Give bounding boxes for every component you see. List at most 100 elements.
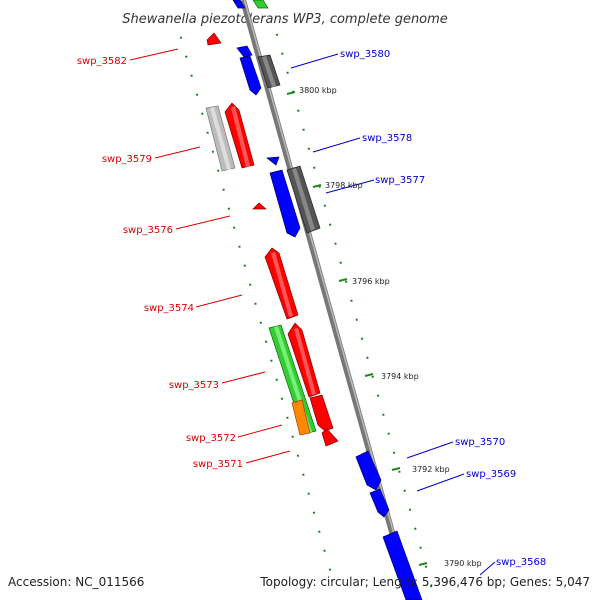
tick-mark-reverse <box>270 359 273 362</box>
gene-label-swp-3579[interactable]: swp_3579 <box>102 154 152 165</box>
tick-mark-reverse <box>254 302 257 305</box>
tick-mark-reverse <box>259 321 263 324</box>
tick-mark-forward <box>281 52 284 55</box>
tick-mark-forward <box>297 109 300 112</box>
tick-mark-forward <box>366 356 369 359</box>
tick-mark-forward <box>387 432 390 435</box>
gene-label-swp-3577[interactable]: swp_3577 <box>375 175 425 186</box>
gene-block-swp-3576[interactable] <box>252 202 267 210</box>
tick-mark-forward <box>430 584 433 587</box>
tick-mark-forward <box>302 128 305 131</box>
kbp-label-3790: 3790 kbp <box>444 559 482 568</box>
tick-mark-reverse <box>286 416 289 419</box>
tick-mark-reverse <box>323 549 326 552</box>
gene-label-swp-3582[interactable]: swp_3582 <box>77 56 127 67</box>
tick-mark-reverse <box>179 36 183 39</box>
gene-block-top-green[interactable] <box>252 0 269 9</box>
gene-block-top-blue[interactable] <box>232 0 246 9</box>
gene-label-swp-3573[interactable]: swp_3573 <box>169 380 219 391</box>
tick-mark-reverse <box>185 55 188 58</box>
gene-block-swp-3572-red[interactable] <box>309 394 334 432</box>
gene-label-swp-3576[interactable]: swp_3576 <box>123 225 173 236</box>
tick-mark-reverse <box>206 131 209 134</box>
tick-mark-reverse <box>264 340 268 343</box>
tick-mark-reverse <box>296 454 300 457</box>
tick-mark-reverse <box>238 245 241 248</box>
gene-label-swp-3569[interactable]: swp_3569 <box>466 469 516 480</box>
tick-mark-reverse <box>307 492 310 495</box>
tick-mark-forward <box>286 71 289 74</box>
gene-label-swp-3570[interactable]: swp_3570 <box>455 437 505 448</box>
kbp-label-3792: 3792 kbp <box>412 465 450 474</box>
tick-mark-forward <box>323 204 327 207</box>
tick-mark-reverse <box>190 74 193 77</box>
tick-mark-reverse <box>211 150 215 153</box>
gene-block-swp-3572-orange[interactable] <box>291 399 311 436</box>
gene-features <box>205 0 423 600</box>
gene-block-swp-3580-a[interactable] <box>239 55 262 96</box>
tick-mark-reverse <box>243 264 247 267</box>
gene-block-swp-3577-blue[interactable] <box>269 169 301 238</box>
gene-label-swp-3574[interactable]: swp_3574 <box>144 303 194 314</box>
tick-mark-forward <box>355 318 359 321</box>
reverse-gene-labels: swp_3582 swp_3579 swp_3576 swp_3574 swp_… <box>77 56 243 470</box>
tick-mark-forward <box>339 261 343 264</box>
gene-label-swp-3568[interactable]: swp_3568 <box>496 557 546 568</box>
tick-mark-forward <box>376 394 380 397</box>
tick-mark-forward <box>403 489 406 492</box>
tick-mark-forward <box>408 508 412 511</box>
gene-block-swp-3569[interactable] <box>369 488 390 518</box>
tick-mark-reverse <box>312 511 316 514</box>
tick-mark-reverse <box>222 188 225 191</box>
kbp-label-3796: 3796 kbp <box>352 277 390 286</box>
tick-mark-reverse <box>201 112 204 115</box>
gene-block-swp-3568[interactable] <box>382 530 423 600</box>
tick-mark-reverse <box>280 397 284 400</box>
accession-text: Accession: NC_011566 <box>8 575 144 589</box>
tick-mark-forward <box>334 242 337 245</box>
map-title: Shewanella piezotolerans WP3, complete g… <box>122 12 448 27</box>
tick-mark-reverse <box>216 169 220 172</box>
tick-mark-reverse <box>291 435 294 438</box>
tick-mark-forward <box>392 451 396 454</box>
tick-mark-forward <box>419 546 422 549</box>
leader-lines <box>129 48 496 576</box>
kbp-label-3798: 3798 kbp <box>325 181 363 190</box>
tick-mark-forward <box>350 299 353 302</box>
tick-mark-forward <box>328 223 332 226</box>
tick-mark-forward <box>318 185 321 188</box>
tick-mark-forward <box>414 527 417 530</box>
tick-mark-forward <box>360 337 364 340</box>
tick-mark-forward <box>312 166 316 169</box>
tick-mark-forward <box>424 565 428 568</box>
genome-summary-text: Topology: circular; Length: 5,396,476 bp… <box>259 575 590 589</box>
gene-block-swp-3571[interactable] <box>321 428 339 447</box>
kbp-labels: 3800 kbp 3798 kbp 3796 kbp 3794 kbp 3792… <box>286 86 482 568</box>
tick-mark-forward <box>344 280 348 283</box>
gene-block-swp-3578[interactable] <box>266 156 280 166</box>
forward-gene-labels: swp_3580 swp_3578 swp_3577 swp_3570 swp_… <box>340 49 546 568</box>
tick-mark-reverse <box>227 207 231 210</box>
gene-label-swp-3578[interactable]: swp_3578 <box>362 133 412 144</box>
gene-label-swp-3571[interactable]: swp_3571 <box>193 459 243 470</box>
kbp-label-3794: 3794 kbp <box>381 372 419 381</box>
tick-mark-reverse <box>318 530 321 533</box>
tick-mark-forward <box>307 147 311 150</box>
tick-mark-forward <box>382 413 385 416</box>
gene-block-small-blue-1[interactable] <box>236 45 253 58</box>
gene-label-swp-3572[interactable]: swp_3572 <box>186 433 236 444</box>
gene-label-swp-3580[interactable]: swp_3580 <box>340 49 390 60</box>
kbp-label-3800: 3800 kbp <box>299 86 337 95</box>
tick-mark-reverse <box>248 283 252 286</box>
gene-block-swp-3570[interactable] <box>355 450 382 491</box>
tick-mark-forward <box>398 470 401 473</box>
tick-mark-reverse <box>232 226 236 229</box>
gene-block-swp-3582[interactable] <box>206 32 222 46</box>
tick-mark-forward <box>275 33 279 36</box>
tick-mark-reverse <box>275 378 279 381</box>
tick-tracks <box>179 33 433 587</box>
tick-mark-reverse <box>195 93 199 96</box>
tick-mark-forward <box>371 375 375 378</box>
tick-mark-reverse <box>302 473 305 476</box>
